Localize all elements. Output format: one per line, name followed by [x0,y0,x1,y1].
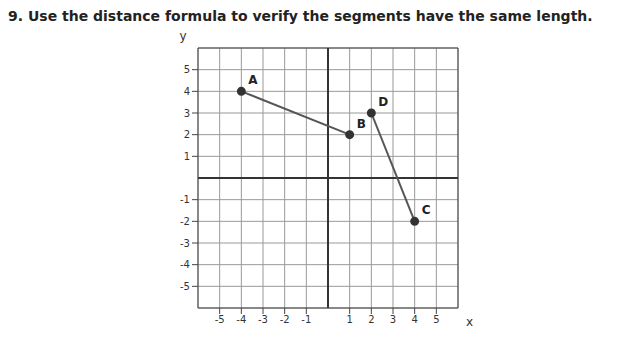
svg-text:5: 5 [184,64,190,75]
svg-text:4: 4 [411,314,417,325]
svg-text:B: B [357,117,366,131]
svg-text:5: 5 [433,314,439,325]
svg-text:1: 1 [346,314,352,325]
svg-text:A: A [248,73,258,87]
svg-text:-3: -3 [258,314,268,325]
svg-text:-3: -3 [180,238,190,249]
svg-text:-4: -4 [236,314,246,325]
svg-text:C: C [422,203,431,217]
svg-text:3: 3 [390,314,396,325]
svg-text:-5: -5 [180,281,190,292]
svg-text:D: D [378,95,388,109]
svg-text:-4: -4 [180,259,190,270]
svg-text:-2: -2 [280,314,290,325]
svg-text:y: y [179,29,186,43]
svg-text:-1: -1 [180,194,190,205]
svg-text:x: x [466,315,473,329]
svg-text:-2: -2 [180,216,190,227]
svg-text:2: 2 [184,129,190,140]
svg-text:3: 3 [184,108,190,119]
svg-text:1: 1 [184,151,190,162]
svg-text:-1: -1 [301,314,311,325]
svg-text:4: 4 [184,86,190,97]
svg-text:-5: -5 [215,314,225,325]
svg-text:2: 2 [368,314,374,325]
html-text:9. Use the distance formula to: 9. Use the distance formula to verify th… [8,8,593,24]
